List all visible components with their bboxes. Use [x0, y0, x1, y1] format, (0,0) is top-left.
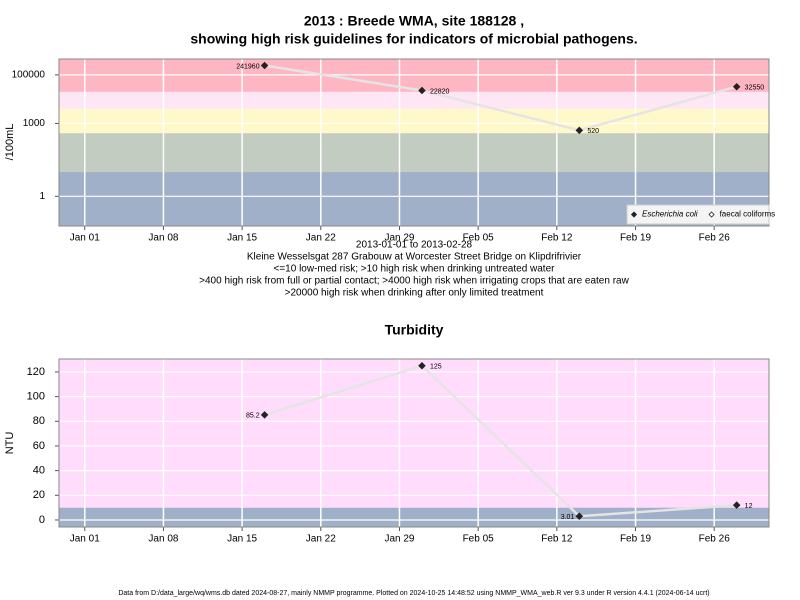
subtitle: Kleine Wesselsgat 287 Grabouw at Worcest…: [247, 252, 582, 263]
x-tick-label: Jan 01: [70, 233, 100, 244]
y-tick-label: 1000: [23, 118, 46, 129]
x-tick-label: Feb 26: [699, 233, 731, 244]
x-tick-label: Jan 29: [384, 534, 414, 545]
data-label: 85.2: [246, 413, 260, 420]
series-line: [264, 64, 738, 132]
plot-area: [59, 59, 769, 226]
subtitle: >20000 high risk when drinking after onl…: [285, 288, 544, 299]
data-label: 12: [745, 503, 753, 510]
subtitle: <=10 low-med risk; >10 high risk when dr…: [274, 264, 556, 275]
risk-band: [59, 359, 769, 508]
series-line: [264, 364, 737, 518]
x-tick-label: Feb 05: [463, 534, 495, 545]
data-point: [418, 86, 426, 95]
y-tick-label: 20: [33, 489, 45, 501]
y-axis-label: /100mL: [4, 124, 16, 161]
x-tick-label: Jan 22: [306, 534, 336, 545]
y-tick-label: 1: [39, 191, 45, 202]
y-tick-label: 120: [27, 366, 45, 378]
subtitle: 2013-01-01 to 2013-02-28: [356, 240, 473, 251]
legend-marker: [630, 211, 638, 218]
y-axis-label: NTU: [4, 432, 16, 455]
risk-band: [59, 108, 769, 134]
data-label: 3.01: [561, 514, 575, 521]
x-tick-label: Feb 12: [541, 534, 573, 545]
x-tick-label: Feb 12: [541, 233, 573, 244]
data-point: [732, 501, 741, 509]
x-tick-label: Feb 19: [620, 534, 652, 545]
x-tick-label: Jan 08: [148, 233, 178, 244]
data-label: 22820: [430, 88, 450, 95]
risk-band: [59, 133, 769, 173]
data-point: [575, 512, 584, 521]
risk-band: [59, 91, 769, 109]
plot-frame: [58, 358, 770, 528]
data-point: [260, 411, 269, 419]
plot-area: [59, 359, 769, 527]
plot-frame: [58, 58, 770, 227]
data-label: 241960: [236, 63, 259, 70]
chart-title: 2013 : Breede WMA, site 188128 ,: [304, 13, 524, 29]
y-tick-label: 60: [33, 440, 45, 452]
y-tick-label: 100: [27, 391, 45, 403]
y-tick-label: 100000: [12, 70, 46, 81]
x-tick-label: Jan 29: [384, 233, 414, 244]
data-point: [575, 126, 584, 135]
x-tick-label: Feb 26: [699, 534, 731, 545]
x-tick-label: Jan 15: [227, 534, 257, 545]
footer: Data from D:/data_large/wq/wms.db dated …: [118, 590, 709, 597]
risk-band: [59, 507, 769, 527]
data-point: [260, 61, 269, 70]
subtitle: >400 high risk from full or partial cont…: [199, 276, 629, 287]
legend-marker: [708, 211, 715, 218]
chart-title: Turbidity: [385, 322, 444, 338]
x-tick-label: Jan 15: [227, 233, 257, 244]
x-tick-label: Feb 05: [463, 233, 495, 244]
data-label: 125: [430, 364, 442, 371]
legend-label: faecal coliforms: [720, 210, 776, 219]
data-point: [732, 82, 741, 91]
y-tick-label: 80: [33, 415, 45, 427]
data-label: 520: [587, 128, 599, 135]
x-tick-label: Feb 19: [620, 233, 652, 244]
y-tick-label: 0: [39, 514, 45, 526]
x-tick-label: Jan 08: [148, 534, 178, 545]
y-tick-label: 40: [33, 465, 45, 477]
data-label: 32550: [745, 85, 765, 92]
legend-box: [626, 204, 770, 225]
x-tick-label: Jan 22: [306, 233, 336, 244]
chart-title: showing high risk guidelines for indicat…: [190, 31, 637, 47]
x-tick-label: Jan 01: [70, 534, 100, 545]
data-point: [418, 362, 426, 370]
legend-label: Escherichia coli: [642, 210, 698, 219]
